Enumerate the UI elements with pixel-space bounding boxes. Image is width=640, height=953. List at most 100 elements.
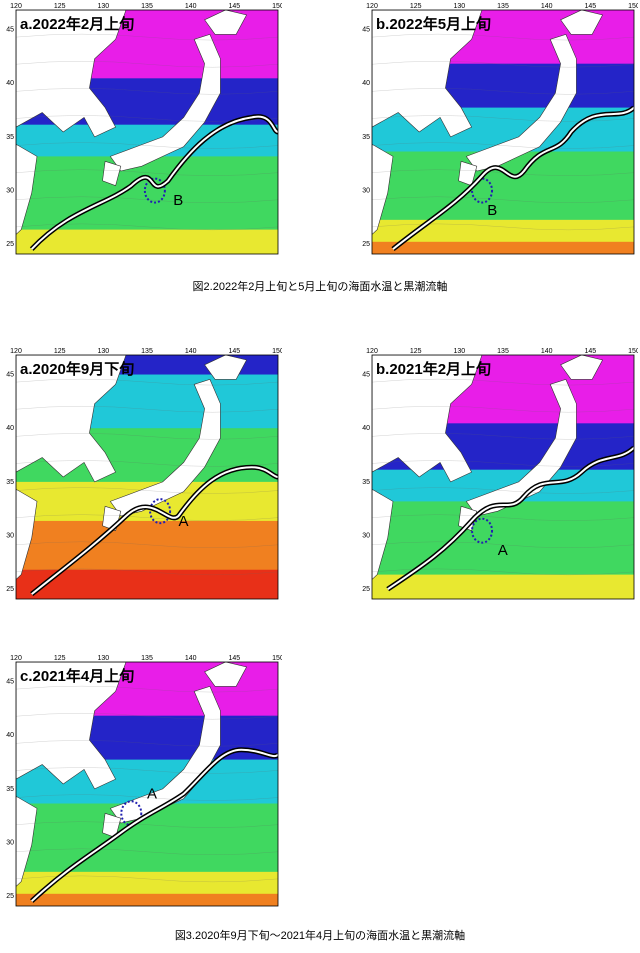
map-frame: [15, 9, 279, 255]
isotherm: [16, 875, 278, 883]
lat-tick-label: 45: [6, 372, 14, 379]
isotherm: [16, 541, 278, 548]
landmass: [560, 355, 604, 380]
isotherm: [16, 740, 278, 747]
isotherm: [372, 568, 634, 576]
isotherm: [16, 378, 278, 386]
panel-title: a.2022年2月上旬: [20, 15, 134, 33]
landmass: [560, 10, 604, 35]
isotherm: [16, 223, 278, 231]
lat-tick-label: 25: [6, 893, 14, 900]
isotherm: [16, 406, 278, 413]
landmass: [458, 505, 478, 532]
lon-tick-label: 135: [497, 348, 509, 355]
lon-tick-label: 135: [497, 3, 509, 10]
lon-tick-label: 130: [97, 3, 109, 10]
isotherm: [372, 61, 634, 68]
isotherm: [372, 223, 634, 231]
landmass: [372, 355, 483, 483]
sst-field: [372, 355, 634, 599]
landmass: [109, 34, 221, 172]
lat-tick-label: 25: [362, 241, 370, 248]
sst-field: [16, 10, 278, 254]
isotherm: [16, 713, 278, 720]
isotherm: [372, 433, 634, 440]
lon-tick-label: 135: [141, 655, 153, 662]
isotherm: [16, 196, 278, 203]
lat-tick-label: 35: [6, 134, 14, 141]
isotherm: [372, 487, 634, 494]
lon-tick-label: 150: [628, 3, 638, 10]
landmass: [16, 488, 38, 580]
lon-tick-label: 130: [453, 3, 465, 10]
lon-tick-label: 130: [453, 348, 465, 355]
map-panel-2022-feb: 120 125 130 135 140 145 150 45 40 35 30 25 a.2022年2月…: [4, 0, 282, 258]
eddy-marker-label: A: [178, 513, 188, 530]
isotherm: [16, 568, 278, 576]
isotherm: [372, 514, 634, 521]
lat-tick-label: 35: [6, 479, 14, 486]
sst-band-orange: [16, 893, 278, 906]
isotherm: [372, 142, 634, 149]
isotherm: [372, 88, 634, 95]
map-panel-2020-sep: 120 125 130 135 140 145 150 45 40 35 30 25 a.2020年9月…: [4, 345, 282, 607]
landmass: [102, 160, 122, 187]
isotherm: [372, 378, 634, 386]
map-frame: [15, 354, 279, 600]
landmass: [16, 795, 38, 887]
figure3-caption: 図3.2020年9月下旬～2021年4月上旬の海面水温と黒潮流軸: [174, 930, 466, 942]
sst-band-yellow: [372, 219, 634, 243]
lat-tick-label: 40: [6, 732, 14, 739]
cold-eddy-outline: [143, 177, 166, 204]
isotherm: [16, 433, 278, 440]
cold-eddy-outline: [149, 498, 172, 525]
lat-tick-label: 30: [362, 188, 370, 195]
isotherm: [16, 514, 278, 521]
sst-map: 120 125 130 135 140 145 150 45 40 35 30 25 a.2022年2月…: [6, 3, 282, 255]
sst-map: 120 125 130 135 140 145 150 45 40 35 30 25 a.2020年9月…: [6, 348, 282, 600]
isotherm: [16, 460, 278, 467]
isotherm: [16, 767, 278, 774]
isotherm: [372, 541, 634, 548]
isotherm: [16, 487, 278, 494]
landmass: [372, 10, 483, 138]
map-panel-2022-may: 120 125 130 135 140 145 150 45 40 35 30 25 b.2022年5月…: [360, 0, 638, 258]
lon-tick-label: 150: [272, 3, 282, 10]
lat-tick-label: 30: [6, 840, 14, 847]
lat-tick-label: 30: [362, 533, 370, 540]
isotherm: [372, 406, 634, 413]
kuroshio-axis-inner: [387, 446, 634, 591]
map-frame: [15, 661, 279, 907]
lon-tick-label: 145: [228, 3, 240, 10]
lon-tick-label: 120: [10, 348, 22, 355]
sst-field: [16, 662, 278, 906]
sst-band-yellow: [372, 574, 634, 599]
lon-tick-label: 125: [54, 348, 66, 355]
lon-tick-label: 130: [97, 348, 109, 355]
lon-tick-label: 135: [141, 3, 153, 10]
lon-tick-label: 125: [54, 3, 66, 10]
kuroshio-axis-inner: [30, 115, 278, 250]
landmass: [16, 355, 127, 483]
landmass: [204, 662, 248, 687]
lon-tick-label: 150: [628, 348, 638, 355]
isotherm: [16, 169, 278, 176]
lat-tick-label: 35: [362, 134, 370, 141]
figure2-caption: 図2.2022年2月上旬と5月上旬の海面水温と黒潮流軸: [192, 281, 448, 293]
sst-map: 120 125 130 135 140 145 150 45 40 35 30 25 b.2021年2月…: [362, 348, 638, 600]
lon-tick-label: 145: [584, 348, 596, 355]
isotherm: [16, 61, 278, 68]
lat-tick-label: 35: [6, 786, 14, 793]
eddy-marker-label: A: [498, 542, 508, 559]
map-panel-2021-feb: 120 125 130 135 140 145 150 45 40 35 30 25 b.2021年2月…: [360, 345, 638, 607]
landmass: [16, 143, 38, 235]
kuroshio-axis-inner: [31, 466, 278, 595]
isotherm: [16, 821, 278, 828]
lon-tick-label: 125: [410, 3, 422, 10]
cold-eddy-outline: [471, 177, 494, 204]
panel-title: c.2021年4月上旬: [20, 667, 134, 685]
lat-tick-label: 45: [362, 372, 370, 379]
sst-field: [16, 355, 278, 599]
sst-band-orange: [372, 241, 634, 254]
lon-tick-label: 145: [584, 3, 596, 10]
